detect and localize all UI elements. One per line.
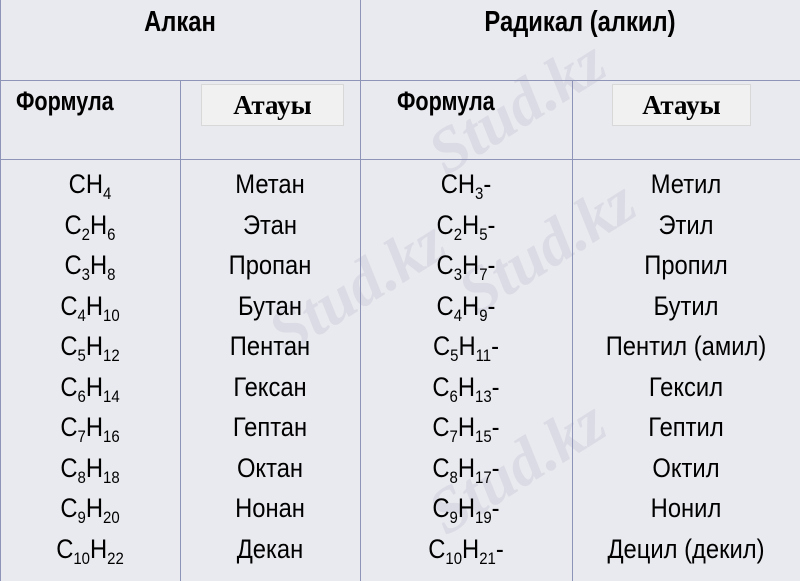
alkane-name: Нонан [235,493,305,523]
table-row: C3H8 Пропан C3H7- Пропил [0,245,800,285]
table-row: C8H18 Октан C8H17- Октил [0,448,800,488]
radical-formula: C4H9- [436,290,496,325]
header-radical: Радикал (алкил) [484,6,676,38]
table-row: C6H14 Гексан C6H13- Гексил [0,367,800,407]
alkane-formula: C8H18 [60,452,120,487]
radical-formula: C6H13- [432,371,500,406]
table-border [572,80,573,581]
table-row: C2H6 Этан C2H5- Этил [0,205,800,245]
radical-name: Бутил [653,290,719,321]
radical-name: Гептил [648,412,724,442]
radical-name: Пентил (амил) [605,331,767,361]
subheader-formula-left: Формула [16,86,114,116]
subheader-name-left: Атауы [201,84,344,126]
subheader-name-right: Атауы [612,84,751,126]
alkane-formula: C4H10 [60,290,120,325]
table-row: C10H22 Декан C10H21- Децил (декил) [0,529,800,569]
alkane-name: Пентан [229,331,311,361]
alkane-name: Декан [236,533,304,564]
table-border [0,159,800,160]
radical-name: Децил (декил) [607,533,765,564]
alkane-formula: C3H8 [64,250,116,284]
radical-formula: C7H15- [432,412,500,446]
radical-formula: C5H11- [432,331,500,365]
alkane-formula: C5H12 [60,331,120,365]
radical-name: Метил [650,169,722,199]
radical-name: Пропил [644,250,728,280]
table-border [0,80,800,81]
table-row: C9H20 Нонан C9H19- Нонил [0,488,800,528]
alkane-formula: C6H14 [60,371,120,406]
table-row: CH4 Метан CH3- Метил [0,164,800,204]
radical-formula: C2H5- [436,209,496,244]
radical-name: Октил [652,452,720,483]
table-row: C5H12 Пентан C5H11- Пентил (амил) [0,326,800,366]
radical-name: Нонил [650,493,722,523]
radical-formula: C9H19- [432,493,500,527]
radical-name: Гексил [648,371,724,402]
alkane-formula: C7H16 [60,412,120,446]
radical-name: Этил [658,209,714,240]
alkane-formula: C10H22 [56,533,124,568]
alkane-name: Этан [242,209,298,240]
radical-formula: C8H17- [432,452,500,487]
subheader-formula-right: Формула [397,86,495,116]
table-border [0,0,1,581]
header-alkane: Алкан [144,6,216,38]
alkane-formula: CH4 [68,169,112,203]
table-row: C7H16 Гептан C7H15- Гептил [0,407,800,447]
table-row: C4H10 Бутан C4H9- Бутил [0,286,800,326]
alkane-name: Октан [236,452,304,483]
table-border [360,0,361,581]
alkane-name: Бутан [238,290,302,321]
alkane-formula: C9H20 [60,493,120,527]
alkane-name: Гептан [232,412,308,442]
radical-formula: CH3- [440,169,492,203]
radical-formula: C3H7- [436,250,496,284]
alkane-name: Пропан [228,250,312,280]
table-border [180,80,181,581]
alkane-name: Гексан [233,371,307,402]
radical-formula: C10H21- [428,533,504,568]
alkane-formula: C2H6 [64,209,116,244]
alkane-name: Метан [235,169,305,199]
